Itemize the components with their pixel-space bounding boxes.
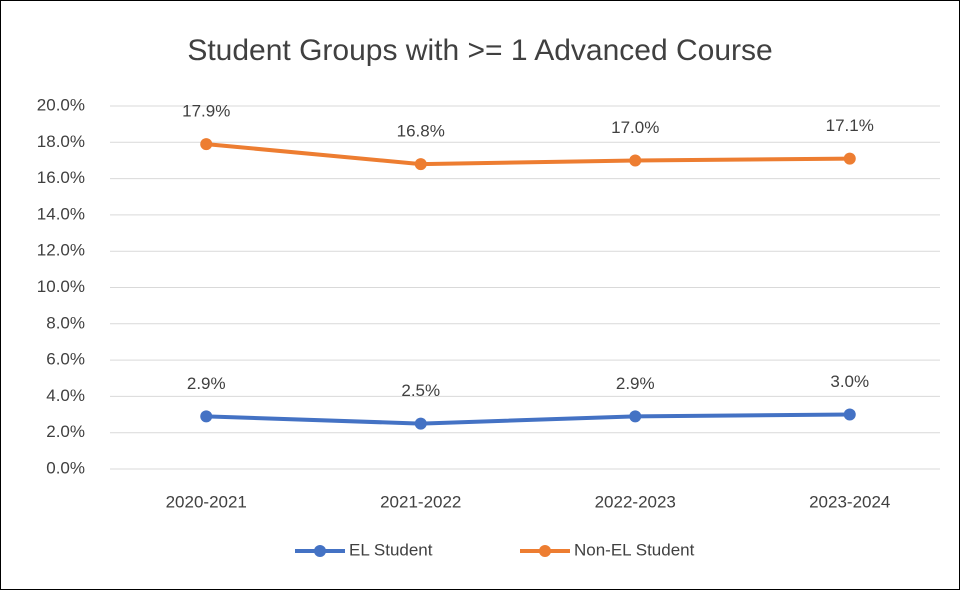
legend-marker xyxy=(539,545,551,557)
data-label: 3.0% xyxy=(830,372,869,391)
data-point xyxy=(843,408,856,421)
data-point xyxy=(629,410,642,423)
data-point xyxy=(200,138,213,151)
data-label: 2.5% xyxy=(401,381,440,400)
y-tick-label: 18.0% xyxy=(37,132,85,151)
data-point xyxy=(414,158,427,171)
y-tick-label: 20.0% xyxy=(37,95,85,114)
legend-marker xyxy=(314,545,326,557)
y-tick-label: 0.0% xyxy=(46,458,85,477)
data-label: 17.9% xyxy=(182,102,230,121)
chart-title: Student Groups with >= 1 Advanced Course xyxy=(187,34,772,67)
y-tick-label: 4.0% xyxy=(46,386,85,405)
data-point xyxy=(843,152,856,165)
x-tick-label: 2022-2023 xyxy=(595,492,676,511)
y-tick-label: 16.0% xyxy=(37,168,85,187)
data-point xyxy=(200,410,213,423)
y-tick-label: 10.0% xyxy=(37,277,85,296)
y-tick-label: 14.0% xyxy=(37,204,85,223)
data-label: 16.8% xyxy=(397,122,445,141)
series-line xyxy=(206,412,850,426)
data-label: 2.9% xyxy=(616,374,655,393)
legend-label: Non-EL Student xyxy=(574,540,695,559)
y-tick-label: 12.0% xyxy=(37,241,85,260)
x-tick-label: 2023-2024 xyxy=(809,492,890,511)
y-tick-label: 6.0% xyxy=(46,350,85,369)
data-point xyxy=(629,154,642,167)
x-tick-label: 2021-2022 xyxy=(380,492,461,511)
data-label: 2.9% xyxy=(187,374,226,393)
legend-label: EL Student xyxy=(349,540,433,559)
x-tick-label: 2020-2021 xyxy=(166,492,247,511)
y-tick-label: 8.0% xyxy=(46,313,85,332)
data-label: 17.1% xyxy=(826,116,874,135)
data-point xyxy=(414,417,427,430)
data-label: 17.0% xyxy=(611,118,659,137)
series-line xyxy=(206,142,850,167)
y-tick-label: 2.0% xyxy=(46,422,85,441)
